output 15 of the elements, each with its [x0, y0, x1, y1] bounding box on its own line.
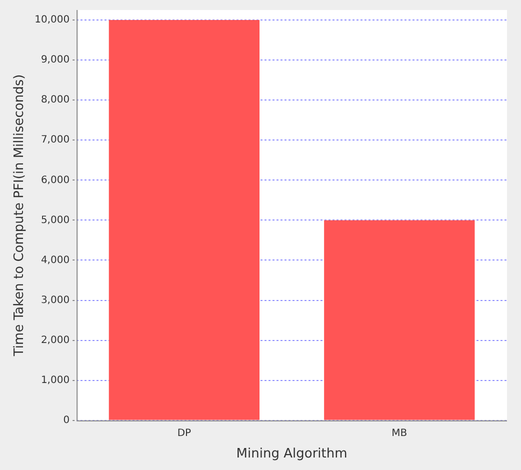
y-tick-label: 9,000: [40, 54, 70, 66]
y-tick-label: 7,000: [40, 134, 70, 146]
y-tick-label: 10,000: [34, 14, 70, 26]
y-tick-label: 3,000: [40, 294, 70, 306]
y-tick-label: 5,000: [40, 214, 70, 226]
y-tick-label: 4,000: [40, 254, 70, 266]
y-tick-label: 2,000: [40, 334, 70, 346]
y-axis-title: Time Taken to Compute PFI(in Milliseconds): [12, 74, 28, 358]
x-tick-label: DP: [177, 428, 192, 439]
y-tick-label: 0: [63, 414, 70, 426]
y-tick-label: 6,000: [40, 174, 70, 186]
y-tick-label: 1,000: [40, 374, 70, 386]
y-tick-label: 8,000: [40, 94, 70, 106]
x-tick-label: MB: [392, 428, 408, 439]
x-axis-title: Mining Algorithm: [236, 446, 348, 462]
